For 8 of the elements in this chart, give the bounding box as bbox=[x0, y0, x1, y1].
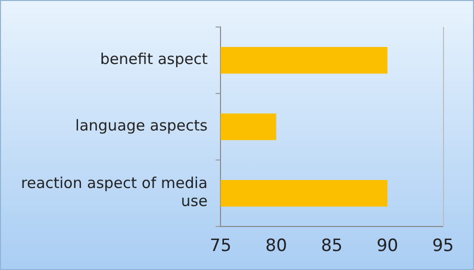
y-tick-label: benefit aspect bbox=[100, 50, 208, 68]
x-tick-label: 75 bbox=[210, 236, 232, 256]
y-tick-label: reaction aspect of media use bbox=[20, 174, 208, 210]
x-tick-label: 80 bbox=[265, 236, 288, 256]
x-tick-label: 95 bbox=[432, 236, 454, 256]
x-tick-label: 90 bbox=[376, 236, 398, 256]
x-tick-label: 85 bbox=[320, 236, 343, 256]
y-tick-label: language aspects bbox=[75, 116, 208, 135]
